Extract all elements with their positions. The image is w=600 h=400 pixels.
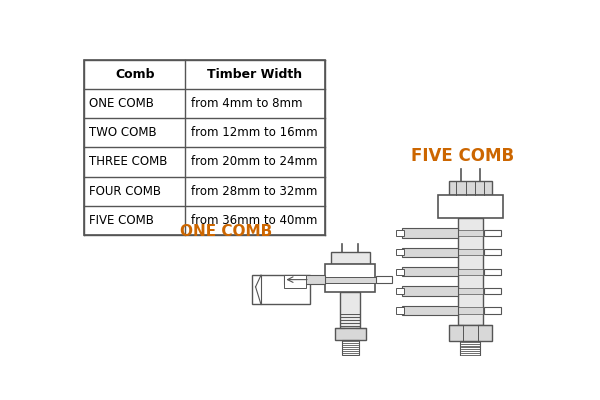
Bar bbox=[325, 276, 376, 283]
Bar bbox=[484, 230, 501, 236]
Bar bbox=[460, 341, 481, 358]
Text: from 4mm to 8mm: from 4mm to 8mm bbox=[191, 97, 303, 110]
Text: from 20mm to 24mm: from 20mm to 24mm bbox=[191, 156, 318, 168]
Bar bbox=[396, 249, 404, 255]
Text: THREE COMB: THREE COMB bbox=[89, 156, 167, 168]
Text: from 36mm to 40mm: from 36mm to 40mm bbox=[191, 214, 317, 227]
Bar bbox=[341, 340, 359, 355]
Bar bbox=[484, 249, 501, 255]
Text: from 28mm to 32mm: from 28mm to 32mm bbox=[191, 185, 317, 198]
Text: ONE COMB: ONE COMB bbox=[89, 97, 154, 110]
Bar bbox=[396, 269, 404, 275]
Bar bbox=[458, 269, 482, 275]
Text: Comb: Comb bbox=[115, 68, 154, 81]
Bar bbox=[396, 230, 404, 236]
Bar bbox=[402, 248, 458, 257]
Text: ONE COMB: ONE COMB bbox=[180, 224, 272, 239]
Bar bbox=[331, 252, 370, 264]
Bar bbox=[84, 60, 325, 235]
Text: from 12mm to 16mm: from 12mm to 16mm bbox=[191, 126, 318, 139]
Bar bbox=[402, 286, 458, 296]
Bar bbox=[376, 276, 392, 283]
Bar bbox=[449, 181, 492, 195]
Bar bbox=[449, 325, 492, 340]
Bar bbox=[458, 307, 482, 314]
Bar bbox=[396, 307, 404, 314]
Bar bbox=[340, 292, 360, 328]
Bar bbox=[335, 328, 365, 340]
Bar bbox=[402, 228, 458, 238]
Bar bbox=[284, 275, 325, 284]
Bar bbox=[458, 288, 482, 294]
Text: FIVE COMB: FIVE COMB bbox=[89, 214, 154, 227]
Bar bbox=[284, 275, 306, 288]
Text: Timber Width: Timber Width bbox=[207, 68, 302, 81]
Text: FOUR COMB: FOUR COMB bbox=[89, 185, 161, 198]
Bar bbox=[325, 264, 375, 292]
Bar bbox=[458, 218, 482, 325]
Bar bbox=[458, 249, 482, 255]
Bar bbox=[396, 288, 404, 294]
Bar bbox=[438, 195, 503, 218]
Bar bbox=[484, 288, 501, 294]
Bar bbox=[458, 230, 482, 236]
Bar bbox=[402, 306, 458, 315]
Bar bbox=[484, 269, 501, 275]
Text: TWO COMB: TWO COMB bbox=[89, 126, 157, 139]
Bar bbox=[484, 307, 501, 314]
Text: FIVE COMB: FIVE COMB bbox=[411, 147, 514, 165]
Bar bbox=[252, 275, 310, 304]
Bar bbox=[402, 267, 458, 276]
